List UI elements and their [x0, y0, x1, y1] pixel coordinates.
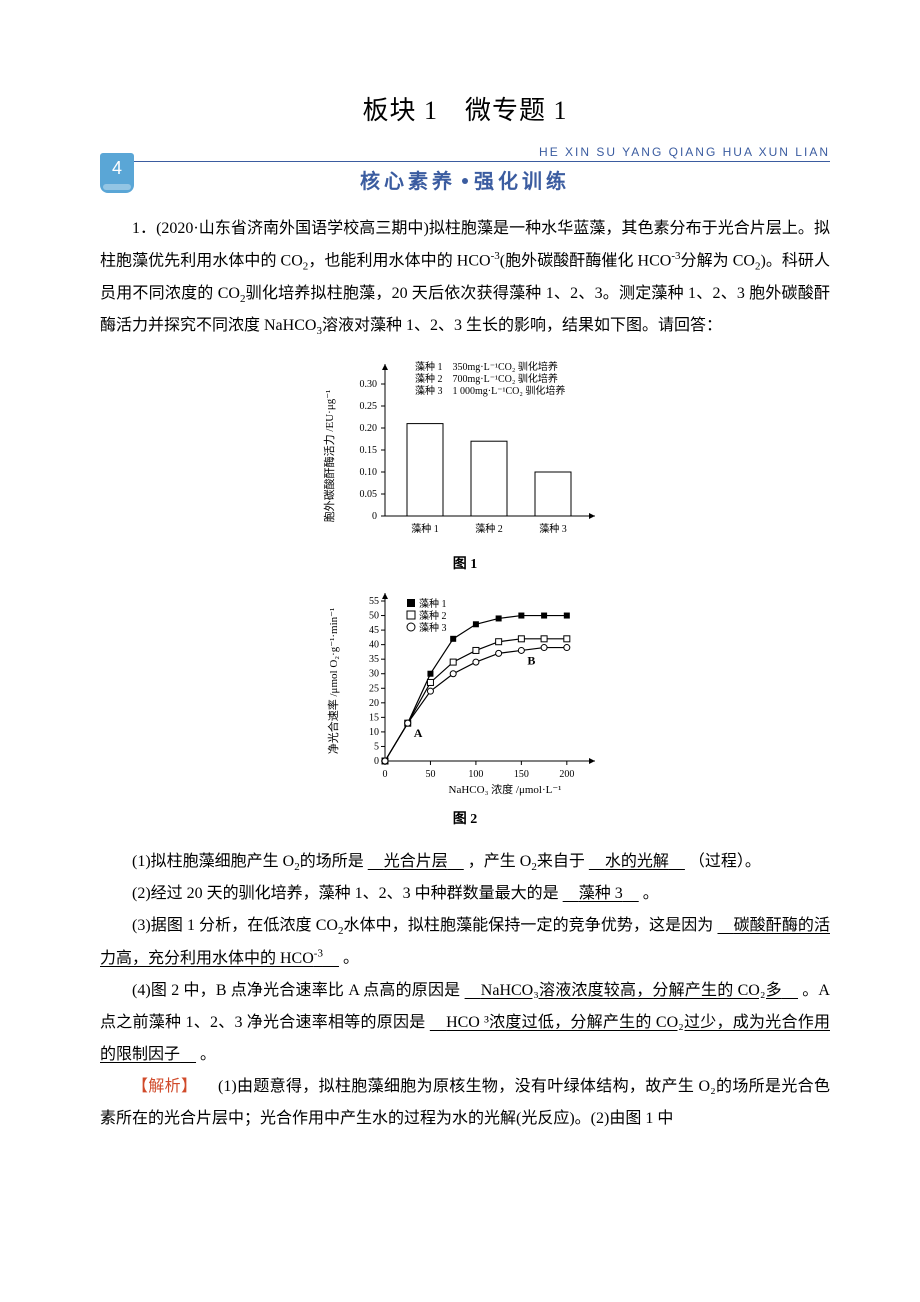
svg-text:30: 30: [369, 669, 379, 680]
svg-text:150: 150: [514, 769, 529, 780]
section-label-right: 强化训练: [474, 171, 570, 193]
svg-text:0.10: 0.10: [360, 467, 378, 478]
fig2-series: [382, 612, 570, 763]
svg-text:0.25: 0.25: [360, 401, 378, 412]
svg-text:55: 55: [369, 596, 379, 607]
svg-text:10: 10: [369, 727, 379, 738]
fig1-ylabel: 胞外碳酸酐酶活力 /EU·μg⁻¹: [322, 390, 336, 523]
svg-text:35: 35: [369, 654, 379, 665]
svg-text:5: 5: [374, 741, 379, 752]
svg-text:0: 0: [383, 769, 388, 780]
header-divider: [100, 161, 830, 162]
fig1-legend-1: 藻种 1 350mg·L⁻¹CO₂ 驯化培养: [415, 360, 558, 373]
fig2-yticks: 0 5 10 15 20 25 30 35 40 45 50 55: [369, 596, 385, 767]
page-title: 板块 1 微专题 1: [100, 90, 830, 127]
svg-text:0.05: 0.05: [360, 489, 378, 500]
svg-text:50: 50: [425, 769, 435, 780]
pinyin-subtitle: HE XIN SU YANG QIANG HUA XUN LIAN: [539, 145, 830, 159]
fig2-xticks: 0 50 100 150 200: [383, 761, 575, 780]
fig2-caption: 图 2: [315, 808, 615, 828]
fig1-legend-2: 藻种 2 700mg·L⁻¹CO₂ 驯化培养: [415, 372, 558, 385]
svg-text:0: 0: [372, 511, 377, 522]
svg-text:20: 20: [369, 698, 379, 709]
dot-icon: [462, 178, 468, 184]
answer-1-1a: 光合片层: [368, 853, 464, 870]
svg-text:藻种 3: 藻种 3: [419, 621, 447, 634]
question-1-stem: 1．(2020·山东省济南外国语学校高三期中)拟柱胞藻是一种水华蓝藻，其色素分布…: [100, 213, 830, 342]
svg-text:0.30: 0.30: [360, 379, 378, 390]
question-1-2: (2)经过 20 天的驯化培养，藻种 1、2、3 中种群数量最大的是 藻种 3 …: [100, 878, 830, 910]
fig2-ylabel: 净光合速率 /μmol O₂·g⁻¹·min⁻¹: [326, 608, 340, 755]
fig1-bar-2: [471, 441, 507, 516]
section-label: 核心素养强化训练: [360, 165, 570, 194]
fig1-cat-3: 藻种 3: [539, 522, 567, 535]
svg-text:0.15: 0.15: [360, 445, 378, 456]
fig2-point-a: A: [414, 726, 423, 740]
fig2-point-b: B: [527, 653, 535, 667]
explanation-label: 【解析】: [132, 1078, 197, 1095]
explanation: 【解析】 (1)由题意得，拟柱胞藻细胞为原核生物，没有叶绿体结构，故产生 O₂的…: [100, 1071, 830, 1135]
svg-text:45: 45: [369, 625, 379, 636]
question-1-3: (3)据图 1 分析，在低浓度 CO2水体中，拟柱胞藻能保持一定的竞争优势，这是…: [100, 910, 830, 975]
svg-text:200: 200: [559, 769, 574, 780]
section-header: HE XIN SU YANG QIANG HUA XUN LIAN 4 核心素养…: [100, 145, 830, 195]
svg-text:0.20: 0.20: [360, 423, 378, 434]
section-badge: 4: [100, 153, 134, 193]
figure-1: 藻种 1 350mg·L⁻¹CO₂ 驯化培养 藻种 2 700mg·L⁻¹CO₂…: [305, 356, 625, 573]
fig2-legend: 藻种 1 藻种 2 藻种 3: [407, 597, 447, 634]
svg-text:25: 25: [369, 683, 379, 694]
answer-1-1b: 水的光解: [589, 853, 685, 870]
figure-2: 0 5 10 15 20 25 30 35 40 45 50 55 0 50 100 150 200 净光合速…: [315, 581, 615, 828]
svg-text:100: 100: [468, 769, 483, 780]
question-1-4: (4)图 2 中，B 点净光合速率比 A 点高的原因是 NaHCO₃溶液浓度较高…: [100, 975, 830, 1071]
fig2-xlabel: NaHCO₃ 浓度 /μmol·L⁻¹: [449, 782, 562, 796]
question-1-1: (1)拟柱胞藻细胞产生 O2的场所是 光合片层 ，产生 O2来自于 水的光解 （…: [100, 846, 830, 878]
fig1-bar-1: [407, 423, 443, 515]
answer-1-2: 藻种 3: [563, 885, 639, 902]
fig1-bar-3: [535, 472, 571, 516]
fig1-legend-3: 藻种 3 1 000mg·L⁻¹CO₂ 驯化培养: [415, 384, 565, 397]
svg-text:藻种 2: 藻种 2: [419, 609, 447, 622]
fig1-cat-2: 藻种 2: [475, 522, 503, 535]
fig1-yticks: 0 0.05 0.10 0.15 0.20 0.25 0.30: [360, 379, 386, 522]
svg-text:15: 15: [369, 712, 379, 723]
svg-text:0: 0: [374, 756, 379, 767]
fig1-cat-1: 藻种 1: [411, 522, 439, 535]
section-label-left: 核心素养: [360, 171, 456, 193]
fig1-caption: 图 1: [305, 553, 625, 573]
svg-text:藻种 1: 藻种 1: [419, 597, 447, 610]
answer-1-4a: NaHCO₃溶液浓度较高，分解产生的 CO₂多: [465, 982, 798, 999]
svg-text:50: 50: [369, 610, 379, 621]
svg-text:40: 40: [369, 640, 379, 651]
